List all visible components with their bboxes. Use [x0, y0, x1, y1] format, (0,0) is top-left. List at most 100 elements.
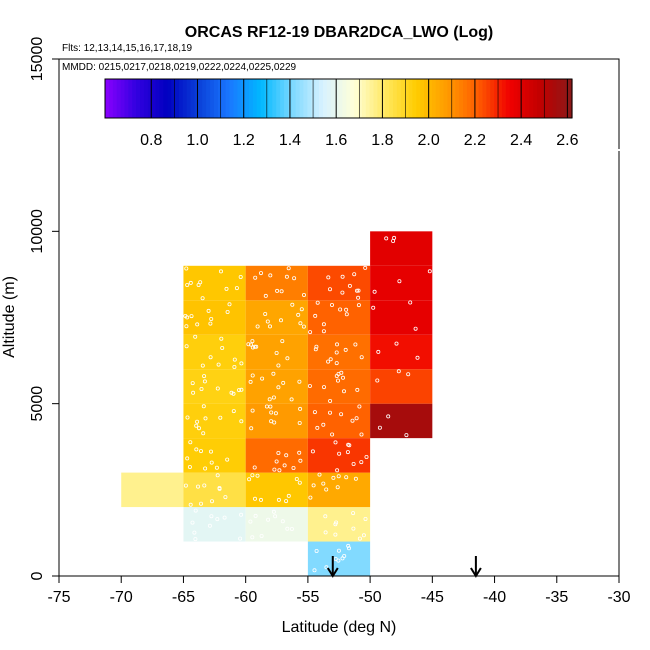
colorbar-band	[439, 79, 445, 118]
colorbar-band	[513, 79, 519, 118]
sample-point	[301, 292, 306, 297]
sample-point	[199, 386, 204, 391]
colorbar-band	[167, 79, 172, 118]
sample-point	[355, 387, 360, 392]
sample-point	[229, 390, 234, 395]
colorbar-band	[182, 79, 188, 118]
heatmap-cell	[183, 369, 246, 404]
colorbar-band	[233, 79, 238, 118]
colorbar-band	[466, 79, 472, 118]
colorbar-band	[338, 79, 343, 118]
sample-point	[250, 373, 255, 378]
sample-point	[193, 508, 198, 513]
sample-point	[196, 426, 201, 431]
colorbar-band	[529, 79, 534, 118]
sample-point	[344, 312, 349, 317]
colorbar-band	[357, 79, 363, 118]
x-tick-label: -75	[47, 589, 70, 606]
sample-point	[289, 527, 294, 532]
sample-point	[250, 339, 255, 344]
colorbar-band	[544, 79, 550, 118]
sample-point	[227, 302, 232, 307]
sample-point	[397, 279, 402, 284]
sample-point	[185, 282, 190, 287]
colorbar-ticks: 0.8 1.0 1.2 1.4 1.6 1.8 2.0 2.2 2.4 2.6	[140, 79, 579, 149]
heatmap-cell	[183, 334, 246, 370]
sample-point	[344, 307, 349, 312]
sample-point	[215, 517, 220, 522]
sample-point	[188, 502, 193, 507]
sample-point	[298, 406, 303, 411]
colorbar-band	[396, 79, 402, 118]
sample-point	[271, 371, 276, 376]
colorbar-band	[369, 79, 375, 118]
colorbar-band	[501, 79, 507, 118]
sample-point	[334, 520, 339, 525]
sample-point	[331, 475, 336, 480]
colorbar-band	[303, 79, 308, 118]
sample-point	[236, 388, 241, 393]
colorbar-band	[486, 79, 491, 118]
x-tick-label: -65	[172, 589, 195, 606]
colorbar-band	[140, 79, 145, 118]
sample-point	[338, 307, 343, 312]
sample-point	[357, 404, 362, 409]
colorbar-band	[284, 79, 289, 118]
sample-point	[200, 296, 205, 301]
sample-point	[215, 473, 220, 478]
colorbar-band	[202, 79, 207, 118]
sample-point	[259, 534, 264, 539]
colorbar-band	[478, 79, 484, 118]
y-tick-label: 15000	[29, 37, 46, 82]
heatmap-cell	[307, 334, 371, 370]
sample-point	[209, 460, 214, 465]
sample-point	[218, 415, 223, 420]
sample-point	[191, 390, 196, 395]
sample-point	[184, 266, 189, 271]
colorbar-band	[334, 79, 340, 118]
sample-point	[299, 307, 304, 312]
sample-point	[208, 449, 213, 454]
sample-point	[250, 408, 255, 413]
sample-point	[248, 379, 253, 384]
sample-point	[312, 410, 317, 415]
colorbar-band	[237, 79, 242, 118]
sample-point	[263, 311, 268, 316]
colorbar-band	[420, 79, 425, 118]
sample-point	[247, 477, 252, 482]
colorbar-band	[354, 79, 359, 118]
colorbar-band	[392, 79, 398, 118]
sample-point	[312, 568, 317, 573]
sample-point	[269, 410, 274, 415]
sample-point	[356, 288, 361, 293]
colorbar-frame	[104, 78, 573, 119]
sample-point	[386, 414, 391, 419]
sample-point	[317, 472, 322, 477]
sample-point	[297, 379, 302, 384]
colorbar-band	[455, 79, 460, 118]
sample-point	[337, 451, 342, 456]
sample-point	[185, 415, 190, 420]
heatmap-cell	[245, 438, 308, 473]
colorbar-band	[132, 79, 137, 118]
sample-point	[187, 464, 192, 469]
colorbar-band	[381, 79, 386, 118]
colorbar-band	[474, 79, 480, 118]
sample-point	[238, 536, 243, 541]
colorbar-band	[105, 79, 110, 118]
sample-point	[396, 369, 401, 374]
sample-point	[359, 432, 364, 437]
colorbar-band	[517, 79, 523, 118]
colorbar-band	[443, 79, 449, 118]
sample-point	[330, 432, 335, 437]
sample-point	[252, 344, 257, 349]
sample-point	[359, 460, 364, 465]
sample-point	[225, 309, 230, 314]
sample-point	[298, 458, 303, 463]
sample-point	[248, 519, 253, 524]
dates-label: MMDD: 0215,0217,0218,0219,0222,0224,0225…	[62, 62, 297, 73]
heatmap-cell	[245, 472, 308, 508]
sample-point	[408, 300, 413, 305]
sample-point	[200, 363, 205, 368]
